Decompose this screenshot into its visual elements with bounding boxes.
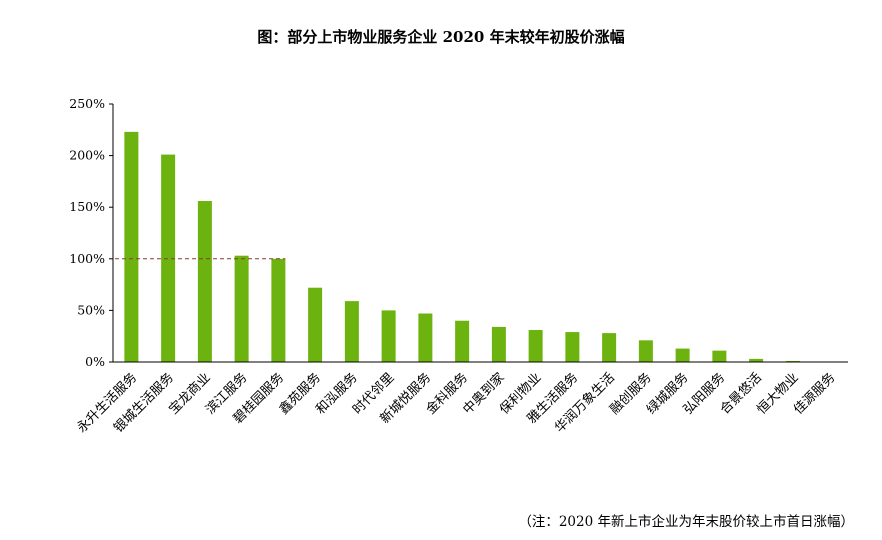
y-axis-ticks: 250% 200% 150% 100% 50% 0% — [69, 96, 113, 369]
bar — [602, 333, 617, 362]
bar — [491, 326, 506, 362]
bar — [565, 332, 580, 362]
y-tick-label: 250% — [69, 96, 105, 111]
y-tick-label: 0% — [85, 354, 105, 369]
footnote: （注：2020 年新上市企业为年末股价较上市首日涨幅） — [518, 514, 854, 530]
bar — [675, 348, 690, 362]
y-tick-label: 50% — [77, 302, 105, 317]
bar — [528, 330, 543, 362]
bar — [785, 360, 800, 362]
bar — [271, 258, 286, 362]
bar — [161, 154, 176, 362]
x-axis-labels: 永升生活服务银城生活服务宝龙商业滨江服务碧桂园服务鑫苑服务和泓服务时代邻里新城悦… — [74, 370, 839, 436]
bar — [712, 350, 727, 362]
y-tick-label: 150% — [69, 199, 105, 214]
bars — [124, 131, 800, 362]
bar — [638, 340, 653, 362]
bar — [749, 358, 764, 362]
y-tick-label: 200% — [69, 148, 105, 163]
bar — [234, 255, 249, 362]
bar — [418, 313, 433, 362]
bar — [124, 131, 139, 362]
bar — [308, 287, 323, 362]
bar — [455, 320, 470, 362]
bar — [381, 310, 396, 362]
y-tick-label: 100% — [69, 251, 105, 266]
bar — [344, 301, 359, 362]
bar — [197, 201, 212, 362]
chart-title: 图：部分上市物业服务企业 2020 年末较年初股价涨幅 — [257, 28, 625, 46]
